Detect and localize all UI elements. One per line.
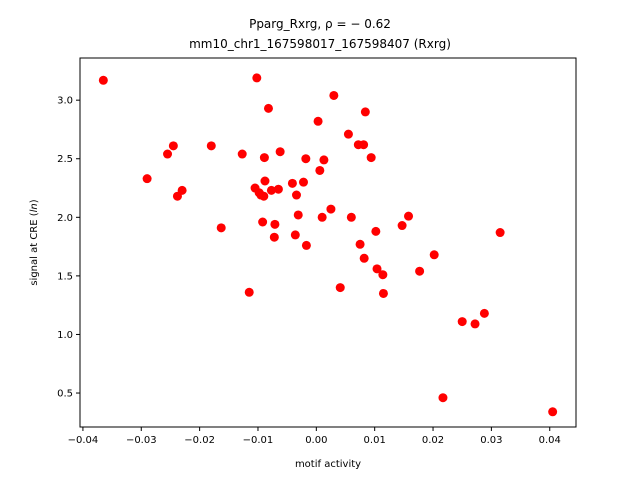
plot-area-frame — [79, 57, 577, 428]
data-point-3 — [168, 141, 178, 151]
data-point-30 — [301, 240, 311, 250]
data-point-14 — [258, 217, 268, 227]
data-point-43 — [359, 253, 369, 263]
data-point-49 — [378, 288, 388, 298]
data-point-8 — [237, 149, 247, 159]
data-point-56 — [470, 319, 480, 329]
data-point-42 — [359, 140, 369, 150]
data-point-35 — [326, 204, 336, 214]
data-point-20 — [269, 232, 279, 242]
y-axis-label-italic: ln — [29, 203, 40, 212]
y-tick-label-0: 0.5 — [57, 389, 73, 400]
data-point-50 — [397, 221, 407, 231]
data-point-17 — [260, 176, 270, 186]
data-point-32 — [315, 165, 325, 175]
data-point-25 — [290, 230, 300, 240]
data-point-52 — [415, 266, 425, 276]
data-point-22 — [273, 184, 283, 194]
y-tick-label-1: 1.0 — [57, 330, 73, 341]
x-tick-label-4: 0.00 — [305, 435, 327, 446]
y-tick-label-4: 2.5 — [57, 154, 73, 165]
y-tick-label-3: 2.0 — [57, 213, 73, 224]
data-point-16 — [259, 153, 269, 163]
y-axis-label: signal at CRE (ln) — [29, 199, 40, 285]
data-point-23 — [275, 147, 285, 157]
data-point-37 — [335, 283, 345, 293]
data-point-24 — [287, 178, 297, 188]
y-tick-label-5: 3.0 — [57, 96, 73, 107]
data-point-55 — [457, 317, 467, 327]
data-point-27 — [293, 210, 303, 220]
y-axis-label-suffix: ) — [29, 199, 40, 203]
data-point-36 — [329, 90, 339, 100]
chart-title-line1: Pparg_Rxrg, ρ = − 0.62 — [249, 17, 391, 31]
data-point-11 — [252, 73, 262, 83]
x-tick-label-1: −0.03 — [126, 435, 157, 446]
x-tick-label-0: −0.04 — [68, 435, 99, 446]
data-point-5 — [177, 185, 187, 195]
data-point-6 — [206, 141, 216, 151]
x-tick-label-5: 0.01 — [364, 435, 386, 446]
data-point-57 — [479, 308, 489, 318]
data-point-28 — [298, 177, 308, 187]
data-point-44 — [360, 107, 370, 117]
data-point-39 — [346, 212, 356, 222]
x-tick-label-8: 0.04 — [539, 435, 561, 446]
data-point-38 — [343, 129, 353, 139]
data-point-15 — [259, 191, 269, 201]
chart-title-line2: mm10_chr1_167598017_167598407 (Rxrg) — [189, 37, 451, 51]
data-point-48 — [378, 270, 388, 280]
data-points — [98, 73, 558, 417]
data-point-31 — [313, 116, 323, 126]
data-point-26 — [291, 190, 301, 200]
y-axis-ticks: 0.5 1.0 1.5 2.0 2.5 3.0 — [57, 96, 80, 400]
data-point-2 — [163, 149, 173, 159]
data-point-53 — [429, 250, 439, 260]
data-point-41 — [355, 239, 365, 249]
data-point-33 — [317, 212, 327, 222]
y-axis-label-prefix: signal at CRE ( — [29, 212, 40, 285]
data-point-29 — [301, 154, 311, 164]
data-point-0 — [98, 75, 108, 85]
data-point-1 — [142, 174, 152, 184]
data-point-34 — [319, 155, 329, 165]
x-tick-label-3: −0.01 — [243, 435, 274, 446]
x-axis-ticks: −0.04 −0.03 −0.02 −0.01 0.00 0.01 0.02 0.03 0.04 — [68, 427, 561, 446]
data-point-7 — [216, 223, 226, 233]
data-point-47 — [372, 264, 382, 274]
data-point-21 — [270, 219, 280, 229]
data-point-54 — [438, 393, 448, 403]
x-tick-label-7: 0.03 — [480, 435, 502, 446]
data-point-46 — [371, 226, 381, 236]
data-point-45 — [366, 153, 376, 163]
x-tick-label-6: 0.02 — [422, 435, 444, 446]
x-tick-label-2: −0.02 — [184, 435, 215, 446]
data-point-19 — [266, 185, 276, 195]
data-point-59 — [548, 407, 558, 417]
data-point-9 — [244, 287, 254, 297]
data-point-51 — [404, 211, 414, 221]
y-tick-label-2: 1.5 — [57, 271, 73, 282]
x-axis-label: motif activity — [295, 459, 361, 470]
data-point-18 — [263, 103, 273, 113]
data-point-58 — [495, 228, 505, 238]
